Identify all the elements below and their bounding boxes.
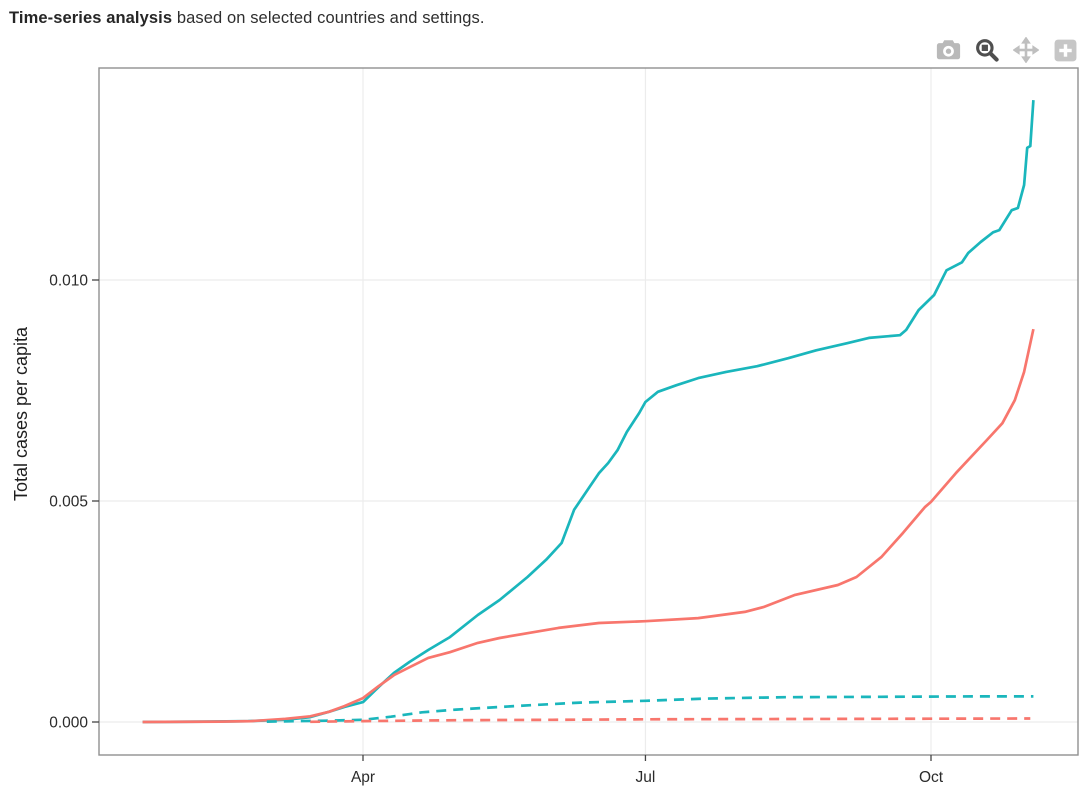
series-line-teal-dashed[interactable] [266, 695, 1034, 723]
axis-layer: Apr Jul Oct 0.000 0.005 0.010 [49, 273, 944, 787]
chart-description-rest: based on selected countries and settings… [172, 9, 485, 27]
magnifier-icon [976, 39, 999, 62]
y-axis-title: Total cases per capita [11, 326, 31, 501]
grid-layer [99, 68, 1078, 755]
y-tick-label: 0.005 [49, 494, 88, 511]
x-tick-label: Oct [919, 769, 944, 786]
camera-icon [936, 40, 960, 60]
plotly-modebar [933, 36, 1080, 64]
series-layer [142, 100, 1035, 724]
download-plot-button[interactable] [933, 36, 963, 64]
chart-description-bold: Time-series analysis [9, 9, 173, 27]
pan-button[interactable] [1011, 36, 1041, 64]
plot-border [98, 67, 1079, 756]
x-tick-label: Apr [351, 769, 375, 786]
chart-description: Time-series analysis based on selected c… [9, 9, 485, 28]
plot-drag-area[interactable] [99, 68, 1078, 755]
x-tick-label: Jul [636, 769, 656, 786]
zoom-in-button[interactable] [1050, 36, 1080, 64]
y-tick-label: 0.010 [49, 273, 88, 290]
plus-square-icon [1054, 39, 1076, 61]
move-arrows-icon [1013, 37, 1039, 63]
y-tick-label: 0.000 [49, 715, 88, 732]
series-line-red-solid-cases[interactable] [142, 328, 1035, 724]
zoom-button[interactable] [972, 36, 1002, 64]
